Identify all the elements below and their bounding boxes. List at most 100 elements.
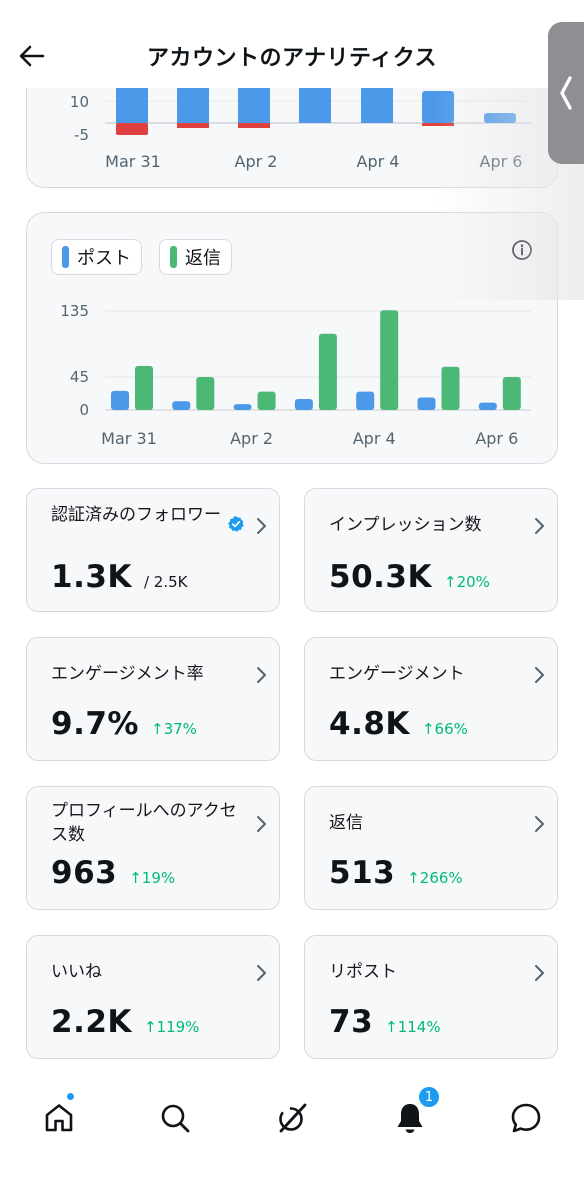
- chevron-right-icon: [257, 965, 266, 981]
- metric-card-replies[interactable]: 返信 513 ↑ 266%: [304, 786, 558, 910]
- metric-card-profile-visits[interactable]: プロフィールへのアクセス数 963 ↑ 19%: [26, 786, 280, 910]
- metric-card-reposts[interactable]: リポスト 73 ↑ 114%: [304, 935, 558, 1059]
- bar-replies: [502, 377, 521, 410]
- bar-red: [177, 123, 209, 128]
- x-tick-label: Apr 4: [357, 152, 400, 171]
- metric-change-value: 66%: [434, 720, 468, 738]
- x-tick-label: Mar 31: [101, 429, 157, 448]
- side-panel-handle[interactable]: [548, 22, 584, 164]
- bar-blue: [484, 113, 516, 123]
- x-tick-label: Apr 6: [475, 429, 518, 448]
- arrow-up-icon: ↑: [385, 1018, 398, 1036]
- metric-value-row: 73 ↑ 114%: [329, 1004, 441, 1040]
- bottom-nav: 1: [0, 1080, 584, 1200]
- metric-change-value: 20%: [456, 573, 490, 591]
- chevron-right-icon: [535, 667, 544, 683]
- metric-card-verified-followers[interactable]: 認証済みのフォロワー 1.3K / 2.5K: [26, 488, 280, 612]
- metric-change: ↑ 20%: [444, 573, 490, 591]
- bar-red: [422, 123, 454, 126]
- metric-value: 513: [329, 855, 396, 891]
- bar-red: [116, 123, 148, 135]
- y-tick-label: 45: [70, 368, 89, 386]
- chevron-right-icon: [535, 816, 544, 832]
- metric-label: 認証済みのフォロワー: [51, 505, 221, 525]
- metric-change-value: 19%: [141, 869, 176, 887]
- metric-change-value: 119%: [156, 1018, 200, 1036]
- metric-value-row: 963 ↑ 19%: [51, 855, 175, 891]
- metric-change-value: 114%: [397, 1018, 441, 1036]
- metric-label: インプレッション数: [329, 515, 482, 535]
- metric-value: 1.3K: [51, 559, 132, 595]
- metric-value: 73: [329, 1004, 374, 1040]
- metric-card-engagements[interactable]: エンゲージメント 4.8K ↑ 66%: [304, 637, 558, 761]
- metric-value: 50.3K: [329, 559, 433, 595]
- back-button[interactable]: [12, 36, 52, 76]
- x-tick-label: Mar 31: [105, 152, 161, 171]
- metric-label: リポスト: [329, 962, 397, 982]
- nav-search[interactable]: [151, 1094, 199, 1142]
- bar-replies: [318, 333, 337, 410]
- arrow-up-icon: ↑: [421, 720, 435, 738]
- metric-card-impressions[interactable]: インプレッション数 50.3K ↑ 20%: [304, 488, 558, 612]
- app-header: アカウントのアナリティクス: [0, 0, 584, 88]
- verified-badge-icon: [228, 516, 244, 532]
- y-tick-label: 0: [79, 401, 89, 419]
- metric-value: 2.2K: [51, 1004, 132, 1040]
- bar-posts: [417, 397, 436, 410]
- metric-label: エンゲージメント: [329, 664, 465, 684]
- legend-label: 返信: [185, 248, 221, 269]
- nav-grok[interactable]: [268, 1094, 316, 1142]
- arrow-left-icon: [19, 45, 45, 67]
- metric-card-engagement-rate[interactable]: エンゲージメント率 9.7% ↑ 37%: [26, 637, 280, 761]
- metric-change-value: 266%: [419, 869, 463, 887]
- bar-replies: [257, 391, 276, 410]
- metric-label: 返信: [329, 813, 363, 833]
- metric-card-likes[interactable]: いいね 2.2K ↑ 119%: [26, 935, 280, 1059]
- arrow-up-icon: ↑: [129, 869, 142, 887]
- y-tick-label: 10: [70, 93, 89, 111]
- metric-change: ↑ 66%: [422, 720, 468, 738]
- nav-messages[interactable]: [502, 1094, 550, 1142]
- home-icon: [45, 1104, 73, 1132]
- y-tick-label: -5: [74, 126, 89, 144]
- metric-change: ↑ 119%: [144, 1018, 199, 1036]
- arrow-up-icon: ↑: [407, 869, 420, 887]
- arrow-up-icon: ↑: [444, 573, 457, 591]
- chevron-right-icon: [535, 965, 544, 981]
- x-tick-label: Apr 2: [235, 152, 278, 171]
- legend-swatch: [170, 246, 177, 268]
- grok-icon: [279, 1103, 307, 1133]
- bar-posts: [478, 402, 497, 410]
- metric-value-row: 4.8K ↑ 66%: [329, 706, 468, 742]
- metric-change: ↑ 19%: [129, 869, 175, 887]
- x-tick-label: Apr 4: [353, 429, 396, 448]
- chevron-right-icon: [535, 518, 544, 534]
- page-title: アカウントのアナリティクス: [146, 46, 438, 71]
- arrow-up-icon: ↑: [150, 720, 164, 738]
- chevron-right-icon: [257, 667, 266, 683]
- bar-blue: [116, 87, 148, 123]
- bar-blue: [177, 87, 209, 123]
- bar-blue: [361, 87, 393, 123]
- posts-replies-chart-card: ポスト 返信 135 45 0 Mar 31 Apr 2 Apr 4 Apr 6: [26, 212, 558, 464]
- nav-home[interactable]: [35, 1094, 83, 1142]
- nav-notifications[interactable]: [386, 1094, 434, 1142]
- bar-posts: [356, 391, 375, 410]
- metric-total: / 2.5K: [143, 573, 188, 591]
- bar-blue: [422, 91, 454, 123]
- metric-change: ↑ 37%: [151, 720, 197, 738]
- legend-chip-replies[interactable]: 返信: [159, 239, 232, 275]
- bar-blue: [299, 87, 331, 123]
- metric-label: エンゲージメント率: [51, 664, 204, 684]
- metric-value: 4.8K: [329, 706, 410, 742]
- metric-value-row: 50.3K ↑ 20%: [329, 559, 490, 595]
- metric-label: プロフィールへのアクセス数: [51, 801, 237, 845]
- legend-swatch: [62, 246, 69, 268]
- chevron-right-icon: [257, 518, 266, 534]
- y-tick-label: 135: [60, 302, 89, 320]
- bar-posts: [111, 390, 129, 410]
- metric-value-row: 2.2K ↑ 119%: [51, 1004, 199, 1040]
- legend-chip-posts[interactable]: ポスト: [51, 239, 142, 275]
- metric-value-row: 1.3K / 2.5K: [51, 559, 187, 595]
- metric-change-value: 37%: [163, 720, 197, 738]
